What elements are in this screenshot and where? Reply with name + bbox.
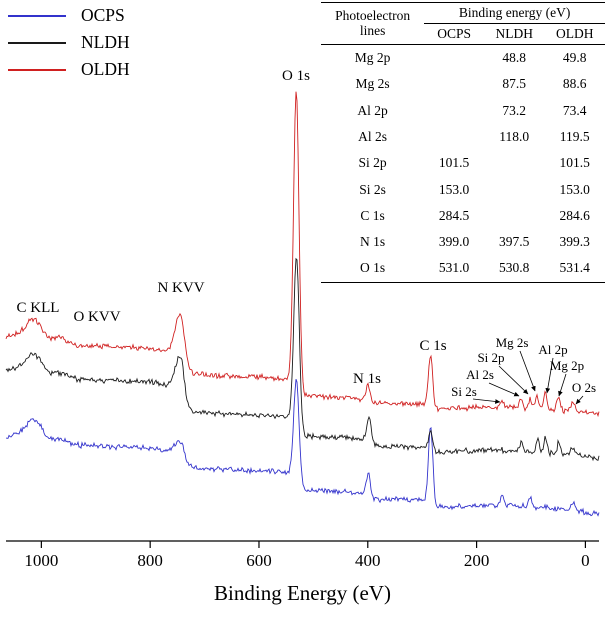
table-col-nldh: NLDH [484,23,545,45]
peak-label-mg-2s: Mg 2s [496,335,529,350]
table-row: Mg 2s 87.5 88.6 [321,71,605,97]
table-row: N 1s 399.0 397.5 399.3 [321,229,605,255]
peak-arrow [472,398,501,404]
binding-energy-value: 88.6 [562,76,587,92]
peak-label-mg-2p: Mg 2p [550,358,584,373]
binding-energy-value: 284.6 [559,207,590,223]
binding-energy-value [484,150,544,176]
peak-label-o-2s: O 2s [572,380,596,395]
legend: OCPS NLDH OLDH [8,2,130,83]
table-row: O 1s 531.0 530.8 531.4 [321,255,605,282]
x-axis-label: Binding Energy (eV) [214,581,391,605]
table-row: C 1s 284.5 284.6 [321,203,605,229]
peak-label-o-kvv: O KVV [73,309,120,325]
binding-energy-value [424,97,484,123]
binding-energy-value: 153.0 [559,181,590,197]
photoelectron-line: N 1s [360,234,386,250]
peak-arrow [488,382,520,397]
x-tick-label: 0 [581,551,590,570]
binding-energy-value: 531.4 [559,260,590,276]
photoelectron-line: Si 2p [358,155,387,171]
binding-energy-value: 399.0 [438,234,470,250]
table-row: Al 2p 73.2 73.4 [321,97,605,123]
table-header-photoelectron-lines: Photoelectron lines [321,2,425,45]
table-header-binding-energy: Binding energy (eV) [424,2,605,24]
binding-energy-value [484,176,544,202]
table-col-oldh: OLDH [544,23,605,45]
legend-label: OCPS [81,5,125,25]
photoelectron-line: Si 2s [359,181,386,197]
peak-label-al-2s: Al 2s [466,367,494,382]
binding-energy-value: 87.5 [502,76,527,92]
binding-energy-value: 531.0 [438,260,470,276]
binding-energy-value: 153.0 [438,181,470,197]
binding-energy-value [424,71,484,97]
legend-item-ocps: OCPS [8,2,130,29]
binding-energy-value: 119.5 [559,128,590,144]
x-tick-label: 400 [355,551,381,570]
binding-energy-value: 49.8 [562,50,587,66]
binding-energy-value: 101.5 [559,155,590,171]
binding-energy-value: 48.8 [502,50,527,66]
binding-energy-value: 530.8 [499,260,530,276]
spectrum-ocps [5,379,600,517]
peak-arrow [545,357,554,394]
peak-label-o-1s: O 1s [282,68,310,84]
binding-energy-value: 284.5 [438,207,470,223]
photoelectron-line: O 1s [360,260,386,276]
binding-energy-value: 73.4 [562,102,587,118]
legend-line-swatch [8,14,66,17]
table-row: Si 2s 153.0 153.0 [321,176,605,202]
legend-line-swatch [8,41,66,44]
peak-label-si-2p: Si 2p [477,350,504,365]
binding-energy-value [424,44,484,71]
binding-energy-table: Photoelectron lines Binding energy (eV) … [321,2,605,283]
binding-energy-value: 118.0 [499,128,530,144]
binding-energy-value: 101.5 [438,155,470,171]
binding-energy-value [424,124,484,150]
table-col-ocps: OCPS [424,23,484,45]
x-tick-label: 800 [137,551,163,570]
peak-arrow [519,350,536,392]
peak-label-al-2p: Al 2p [538,342,567,357]
x-tick-label: 600 [246,551,272,570]
photoelectron-line: Al 2s [358,128,388,144]
photoelectron-line: C 1s [360,207,385,223]
legend-line-swatch [8,68,66,71]
peak-label-n-kvv: N KVV [157,280,204,296]
x-tick-label: 1000 [24,551,58,570]
peak-arrow [498,365,529,395]
x-tick-label: 200 [464,551,490,570]
spectrum-nldh [5,257,600,462]
legend-label: OLDH [81,59,130,79]
table-row: Si 2p 101.5 101.5 [321,150,605,176]
table-row: Al 2s 118.0 119.5 [321,124,605,150]
legend-item-oldh: OLDH [8,56,130,83]
peak-label-si-2s: Si 2s [451,384,477,399]
binding-energy-value: 399.3 [559,234,590,250]
peak-arrow [575,395,584,405]
peak-label-n-1s: N 1s [353,371,381,387]
legend-item-nldh: NLDH [8,29,130,56]
peak-label-c-1s: C 1s [419,338,446,354]
table-row: Mg 2p 48.8 49.8 [321,44,605,71]
photoelectron-line: Mg 2p [354,50,391,66]
peak-label-c-kll: C KLL [17,300,60,316]
legend-label: NLDH [81,32,130,52]
photoelectron-line: Mg 2s [355,76,390,92]
binding-energy-value: 397.5 [499,234,530,250]
binding-energy-value: 73.2 [502,102,527,118]
binding-energy-value [484,203,544,229]
peak-arrow [558,373,567,397]
photoelectron-line: Al 2p [357,102,388,118]
